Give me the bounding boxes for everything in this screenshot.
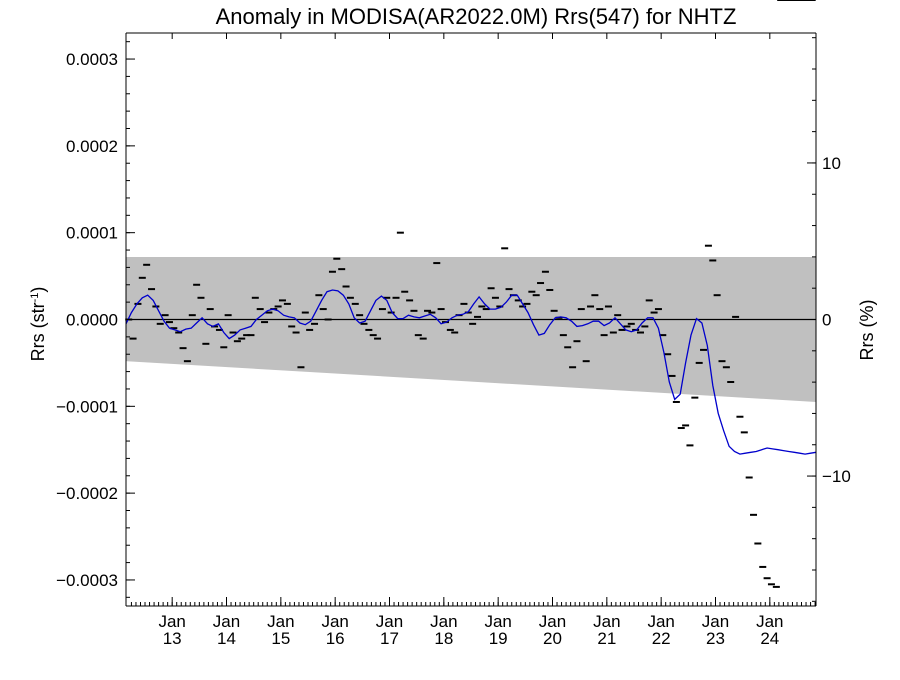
y-tick-label: −0.0001 [56, 397, 118, 416]
smoothed-series-layer [125, 289, 817, 455]
x-tick-year-label: 22 [652, 629, 671, 648]
x-tick-year-label: 24 [760, 629, 779, 648]
x-tick-month-label: Jan [376, 612, 403, 631]
tolerance-band [126, 256, 816, 402]
data-points-layer [125, 0, 816, 588]
tolerance-band-layer [126, 256, 816, 402]
x-tick-year-label: 18 [434, 629, 453, 648]
y-axis-label-right: Rrs (%) [857, 300, 877, 361]
right-tick-label: 10 [822, 154, 841, 173]
chart-title: Anomaly in MODISA(AR2022.0M) Rrs(547) fo… [216, 4, 737, 29]
x-tick-year-label: 23 [706, 629, 725, 648]
x-tick-month-label: Jan [158, 612, 185, 631]
y-tick-label: 0.0000 [66, 311, 118, 330]
x-tick-month-label: Jan [484, 612, 511, 631]
y-axis-label-left: Rrs (str-1) [28, 287, 48, 362]
x-tick-month-label: Jan [267, 612, 294, 631]
y-tick-label: −0.0003 [56, 571, 118, 590]
axes-layer: 0.0003 0.0002 0.0001 0.0000 −0.0001 −0.0002 −0… [56, 32, 851, 648]
x-tick-month-label: Jan [756, 612, 783, 631]
x-tick-month-label: Jan [321, 612, 348, 631]
x-tick-year-label: 21 [597, 629, 616, 648]
x-tick-year-label: 15 [271, 629, 290, 648]
y-tick-label: −0.0002 [56, 484, 118, 503]
x-tick-year-label: 13 [163, 629, 182, 648]
x-tick-month-label: Jan [647, 612, 674, 631]
x-tick-month-label: Jan [593, 612, 620, 631]
x-tick-year-label: 14 [217, 629, 236, 648]
axis-labels-layer: Rrs (str-1) Rrs (%) [28, 287, 877, 362]
series-line [125, 289, 817, 455]
right-tick-label: 0 [822, 311, 831, 330]
x-tick-month-label: Jan [539, 612, 566, 631]
x-tick-year-label: 16 [326, 629, 345, 648]
x-tick-month-label: Jan [213, 612, 240, 631]
y-tick-label: 0.0003 [66, 50, 118, 69]
x-tick-year-label: 19 [489, 629, 508, 648]
y-tick-label: 0.0001 [66, 224, 118, 243]
x-tick-year-label: 20 [543, 629, 562, 648]
right-tick-label: −10 [822, 467, 851, 486]
x-tick-month-label: Jan [702, 612, 729, 631]
x-tick-month-label: Jan [430, 612, 457, 631]
x-tick-year-label: 17 [380, 629, 399, 648]
y-tick-label: 0.0002 [66, 137, 118, 156]
